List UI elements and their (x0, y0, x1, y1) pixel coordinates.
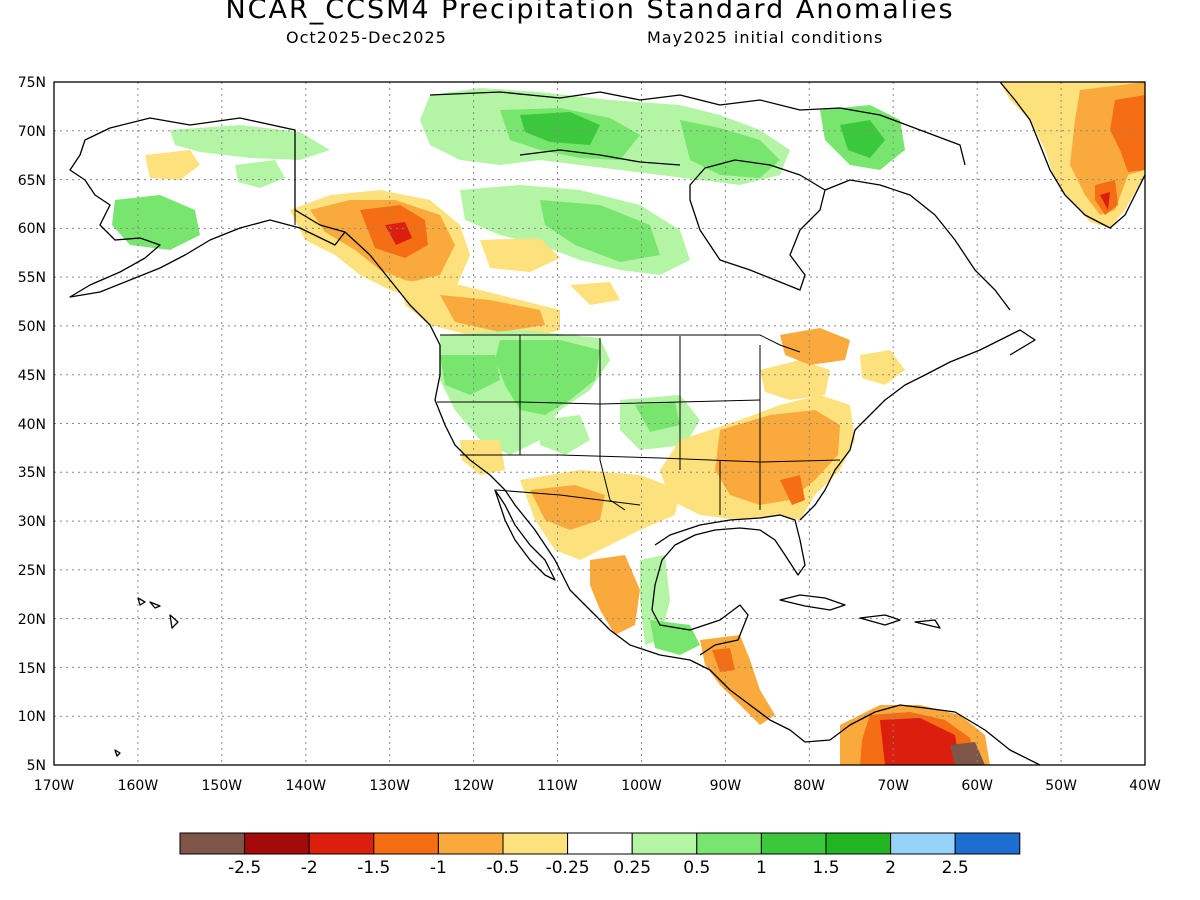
lon-label: 120W (453, 778, 494, 794)
latitude-axis: 75N 70N 65N 60N 55N 50N 45N 40N 35N 30N … (18, 75, 46, 774)
lon-label: 170W (34, 778, 75, 794)
anomaly-field (112, 82, 1145, 765)
lat-label: 65N (18, 173, 46, 189)
colorbar-tick-label: 1.5 (812, 858, 839, 878)
lon-label: 140W (286, 778, 327, 794)
lon-label: 100W (621, 778, 662, 794)
lon-label: 70W (877, 778, 909, 794)
lat-label: 25N (18, 563, 46, 579)
lon-label: 80W (793, 778, 825, 794)
graticule (54, 82, 1145, 765)
colorbar-tick-label: -1.5 (357, 858, 390, 878)
political-borders (294, 130, 841, 515)
lat-label: 45N (18, 368, 46, 384)
colorbar-tick-label: -2 (301, 858, 318, 878)
lon-label: 50W (1045, 778, 1077, 794)
longitude-axis: 170W 160W 150W 140W 130W 120W 110W 100W … (34, 778, 1161, 794)
map-title: NCAR_CCSM4 Precipitation Standard Anomal… (225, 0, 955, 25)
colorbar-tick-label: 2.5 (942, 858, 969, 878)
colorbar-swatch (502, 832, 569, 855)
forecast-period: Oct2025-Dec2025 (286, 28, 447, 47)
colorbar-swatch (567, 832, 633, 855)
lon-label: 160W (118, 778, 159, 794)
colorbar-labels: -2.5 -2 -1.5 -1 -0.5 -0.25 0.25 0.5 1 1.5 2 2.5 (228, 858, 969, 878)
lon-label: 40W (1129, 778, 1161, 794)
colorbar-swatch (760, 832, 827, 855)
lat-label: 75N (18, 75, 46, 91)
lat-label: 55N (18, 270, 46, 286)
coastlines (69, 82, 1145, 765)
initial-conditions: May2025 initial conditions (647, 28, 884, 47)
colorbar-swatch (825, 832, 892, 855)
colorbar-tick-label: 1 (756, 858, 767, 878)
colorbar-tick-label: -2.5 (228, 858, 261, 878)
colorbar (179, 832, 1021, 855)
colorbar-swatch (244, 832, 310, 855)
lat-label: 40N (18, 417, 46, 433)
colorbar-swatch (179, 832, 246, 855)
colorbar-swatch (954, 832, 1021, 855)
lon-label: 150W (202, 778, 243, 794)
colorbar-tick-label: 0.25 (613, 858, 651, 878)
lat-label: 30N (18, 514, 46, 530)
colorbar-swatch (631, 832, 698, 855)
lat-label: 15N (18, 661, 46, 677)
colorbar-tick-label: -0.5 (486, 858, 519, 878)
lat-label: 50N (18, 319, 46, 335)
alaska-green (112, 195, 200, 250)
colorbar-swatch (890, 832, 956, 855)
lon-label: 60W (961, 778, 993, 794)
greenland-deep (1110, 95, 1145, 172)
lon-label: 110W (537, 778, 578, 794)
colorbar-swatch (308, 832, 375, 855)
colorbar-swatch (437, 832, 504, 855)
lon-label: 90W (710, 778, 742, 794)
lat-label: 10N (18, 709, 46, 725)
lat-label: 70N (18, 124, 46, 140)
lat-label: 5N (27, 758, 46, 774)
colorbar-swatch (373, 832, 439, 855)
colorbar-tick-label: 2 (885, 858, 896, 878)
colorbar-tick-label: 0.5 (683, 858, 710, 878)
colorbar-tick-label: -1 (430, 858, 447, 878)
colorbar-tick-label: -0.25 (546, 858, 590, 878)
lat-label: 60N (18, 221, 46, 237)
lat-label: 35N (18, 465, 46, 481)
lon-label: 130W (369, 778, 410, 794)
lat-label: 20N (18, 612, 46, 628)
colorbar-swatch (696, 832, 762, 855)
plot-frame (53, 81, 1146, 766)
